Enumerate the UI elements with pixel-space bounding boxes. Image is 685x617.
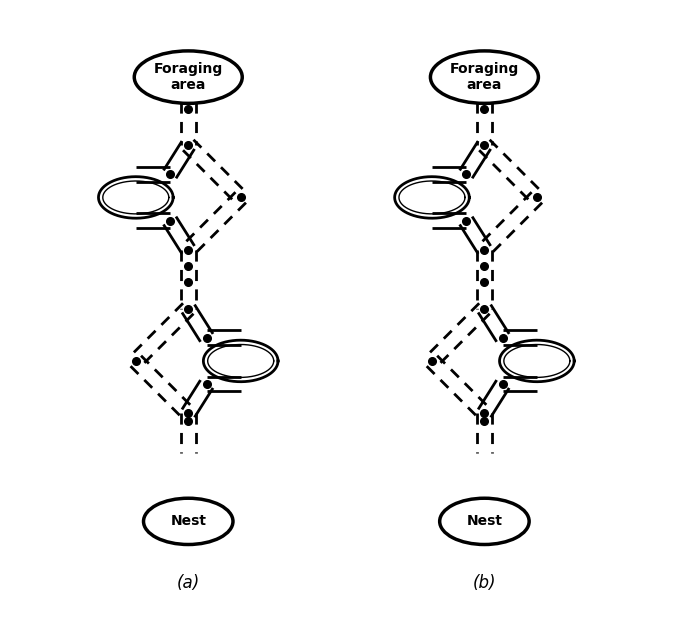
Text: Nest: Nest [466, 515, 502, 528]
Ellipse shape [440, 499, 529, 545]
Ellipse shape [430, 51, 538, 103]
Ellipse shape [134, 51, 242, 103]
Text: (a): (a) [177, 574, 200, 592]
Ellipse shape [144, 499, 233, 545]
Text: Foraging
area: Foraging area [450, 62, 519, 92]
Text: Foraging
area: Foraging area [153, 62, 223, 92]
Text: Nest: Nest [171, 515, 206, 528]
Text: (b): (b) [473, 574, 496, 592]
